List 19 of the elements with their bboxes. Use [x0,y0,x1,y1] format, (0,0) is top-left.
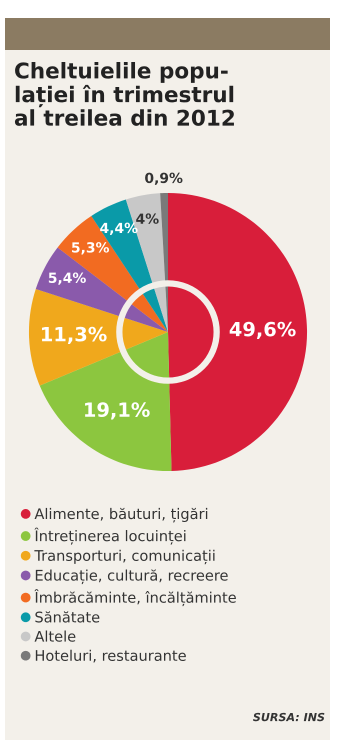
pie-slice [168,192,308,472]
data-label: 0,9% [145,172,182,185]
data-label: 19,1% [85,402,150,420]
legend-label: Îmbrăcăminte, încălțăminte [34,589,236,606]
legend-label: Sănătate [35,611,100,623]
text: SURSA: INS [253,712,324,722]
legend-label: Altele [34,630,76,642]
data-label: 5,3% [72,242,110,254]
chart-title: Cheltuielile popu- lației în trimestrul al treilea din 2012 [14,62,234,126]
legend-label: Educație, cultură, recreere [36,569,228,584]
data-label: 4% [136,213,159,224]
legend-label: Transporturi, comunicații [34,550,214,564]
legend-label: Hoteluri, restaurante [36,650,186,662]
data-label: 49,6% [230,322,296,339]
data-label: 5,4% [48,272,86,285]
data-label: 11,3% [42,326,107,344]
legend-label: Întreținerea locuinței [34,528,186,545]
legend-label: Alimente, băuturi, țigări [34,508,208,522]
pie-slice [28,289,168,386]
